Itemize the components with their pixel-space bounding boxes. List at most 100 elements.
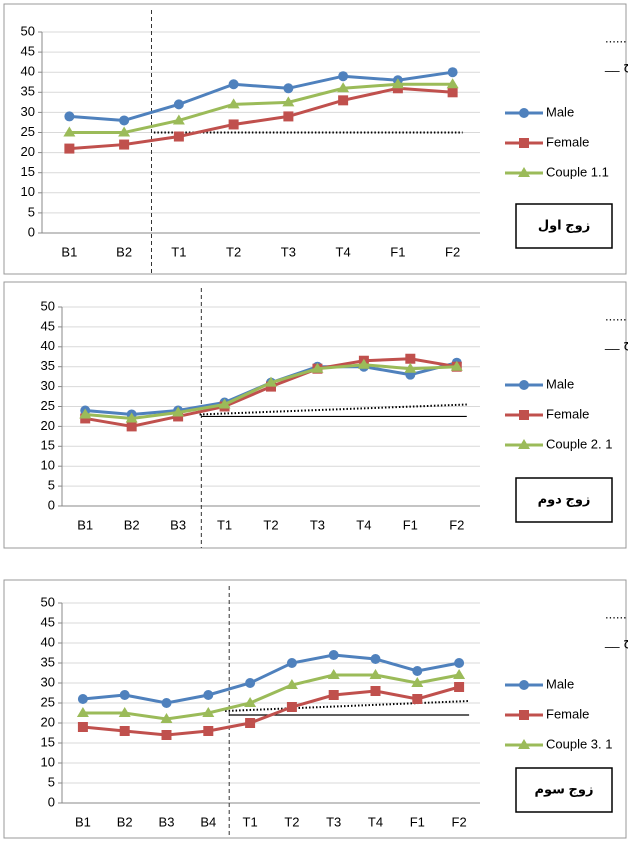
- marker: [337, 82, 350, 93]
- y-tick-label: 15: [41, 734, 55, 749]
- marker: [454, 682, 465, 692]
- x-tick-label: F2: [452, 814, 467, 829]
- legend-label: Female: [546, 706, 589, 721]
- x-tick-label: F1: [403, 517, 418, 532]
- y-tick-label: 45: [41, 614, 55, 629]
- marker: [63, 126, 76, 137]
- level-legend: خط سطح __: [604, 633, 628, 649]
- marker: [286, 658, 297, 668]
- x-tick-label: T4: [336, 244, 351, 259]
- panel-label: زوج اول: [538, 217, 590, 233]
- marker: [245, 678, 256, 688]
- y-tick-label: 0: [48, 497, 55, 512]
- y-tick-label: 0: [48, 794, 55, 809]
- series-line: [69, 82, 453, 134]
- legend-marker: [518, 739, 530, 749]
- trend-legend: خط روند ......: [605, 606, 628, 622]
- marker: [172, 406, 185, 417]
- x-tick-label: T2: [263, 517, 278, 532]
- marker: [369, 669, 382, 679]
- y-tick-label: 40: [41, 634, 55, 649]
- marker: [125, 412, 138, 423]
- marker: [338, 71, 349, 82]
- x-tick-label: T4: [356, 517, 371, 532]
- x-tick-label: B2: [116, 244, 132, 259]
- marker: [392, 83, 403, 94]
- marker: [446, 78, 459, 89]
- y-tick-label: 50: [41, 594, 55, 609]
- y-tick-label: 35: [41, 358, 55, 373]
- y-tick-label: 40: [41, 338, 55, 353]
- panel-border: [3, 579, 627, 839]
- x-tick-label: B3: [170, 517, 186, 532]
- marker: [450, 360, 463, 371]
- legend-label: Male: [546, 104, 574, 119]
- panel-border: [3, 3, 627, 275]
- y-tick-label: 5: [48, 478, 55, 493]
- marker: [286, 702, 297, 712]
- x-tick-label: F1: [410, 814, 425, 829]
- series-line: [82, 653, 460, 705]
- marker: [76, 707, 89, 717]
- panel-label: زوج سوم: [534, 781, 593, 797]
- series-line: [69, 86, 453, 151]
- legend-label: Couple 3. 1: [546, 736, 613, 751]
- level-legend: خط سطح __: [604, 335, 628, 351]
- x-tick-label: B2: [117, 814, 133, 829]
- trend-line: [225, 700, 470, 712]
- panel-label: زوج دوم: [538, 491, 591, 507]
- x-tick-label: T3: [310, 517, 325, 532]
- legend-marker: [519, 710, 529, 720]
- y-tick-label: 25: [21, 124, 35, 139]
- marker: [77, 694, 88, 704]
- legend-marker: [519, 680, 529, 690]
- marker: [119, 690, 130, 700]
- panel-label-box: [515, 477, 613, 523]
- marker: [203, 726, 214, 736]
- trend-legend: خط روند ......: [605, 308, 628, 324]
- legend-label: Male: [546, 376, 574, 391]
- legend-marker: [518, 167, 530, 177]
- legend-marker: [518, 439, 530, 449]
- y-tick-label: 20: [41, 714, 55, 729]
- y-tick-label: 20: [21, 144, 35, 159]
- y-tick-label: 25: [41, 694, 55, 709]
- panel-label-box: [515, 203, 613, 249]
- marker: [411, 677, 424, 687]
- x-tick-label: B1: [75, 814, 91, 829]
- marker: [161, 698, 172, 708]
- marker: [412, 666, 423, 676]
- series-line: [82, 673, 460, 721]
- marker: [311, 362, 324, 373]
- marker: [265, 376, 277, 387]
- marker: [328, 650, 339, 660]
- legend-label: Male: [546, 676, 574, 691]
- y-tick-label: 30: [41, 378, 55, 393]
- marker: [227, 98, 240, 109]
- marker: [244, 697, 257, 707]
- marker: [454, 658, 465, 668]
- marker: [119, 115, 130, 126]
- x-tick-label: B1: [77, 517, 93, 532]
- marker: [327, 669, 340, 679]
- y-tick-label: 5: [48, 774, 55, 789]
- marker: [173, 131, 184, 142]
- x-tick-label: T1: [217, 517, 232, 532]
- marker: [64, 143, 75, 154]
- y-tick-label: 5: [28, 204, 35, 219]
- series-line: [82, 685, 460, 737]
- x-tick-label: T4: [368, 814, 383, 829]
- y-tick-label: 40: [21, 64, 35, 79]
- x-tick-label: T2: [284, 814, 299, 829]
- x-tick-label: B3: [159, 814, 175, 829]
- x-tick-label: B4: [200, 814, 216, 829]
- marker: [370, 686, 381, 696]
- y-tick-label: 0: [28, 224, 35, 239]
- legend-label: Couple 2. 1: [546, 436, 613, 451]
- marker: [404, 362, 417, 373]
- marker: [203, 690, 214, 700]
- x-tick-label: F1: [390, 244, 405, 259]
- marker: [328, 690, 339, 700]
- marker: [285, 679, 298, 689]
